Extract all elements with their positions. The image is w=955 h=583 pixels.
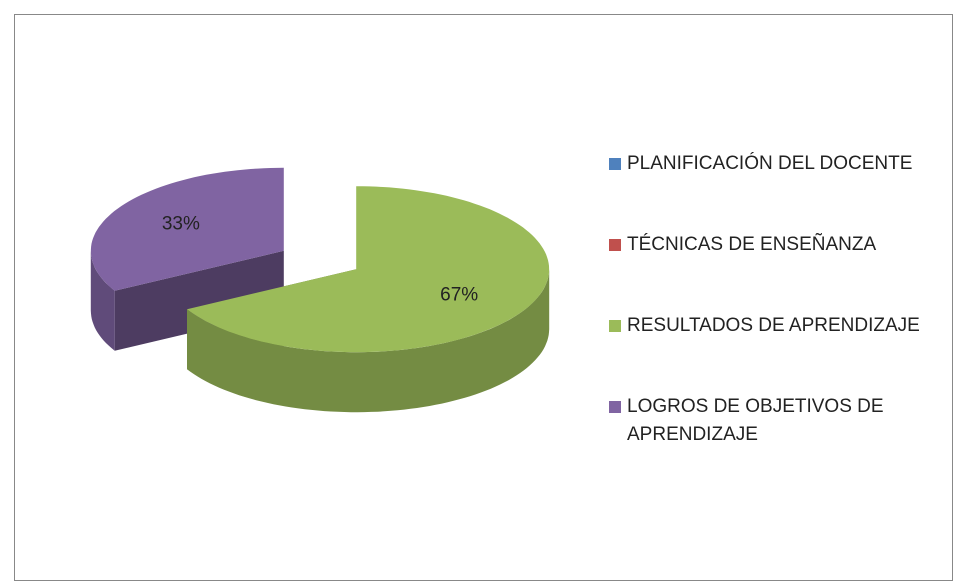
legend-label: TÉCNICAS DE ENSEÑANZA	[627, 234, 877, 255]
legend-swatch	[609, 239, 621, 251]
legend-label: LOGROS DE OBJETIVOS DE APRENDIZAJE	[627, 396, 884, 445]
legend-label: RESULTADOS DE APRENDIZAJE	[627, 315, 920, 336]
legend: PLANIFICACIÓN DEL DOCENTE TÉCNICAS DE ENS…	[609, 150, 949, 474]
slice-face	[114, 250, 284, 351]
legend-label: PLANIFICACIÓN DEL DOCENTE	[627, 153, 913, 174]
slice-side	[90, 250, 115, 351]
data-label: 33%	[162, 214, 200, 235]
legend-item: RESULTADOS DE APRENDIZAJE	[609, 312, 949, 393]
pie-slice	[187, 186, 550, 353]
legend-swatch	[609, 320, 621, 332]
legend-item: PLANIFICACIÓN DEL DOCENTE	[609, 150, 949, 231]
legend-item: LOGROS DE OBJETIVOS DE APRENDIZAJE	[609, 393, 949, 474]
pie-slice	[90, 167, 284, 291]
slice-side	[187, 269, 550, 413]
legend-swatch	[609, 401, 621, 413]
pie-tops	[90, 167, 550, 353]
data-label: 67%	[440, 284, 478, 305]
pie-sides	[90, 250, 550, 413]
legend-swatch	[609, 158, 621, 170]
legend-item: TÉCNICAS DE ENSEÑANZA	[609, 231, 949, 312]
data-labels: 67% 33%	[162, 214, 478, 306]
